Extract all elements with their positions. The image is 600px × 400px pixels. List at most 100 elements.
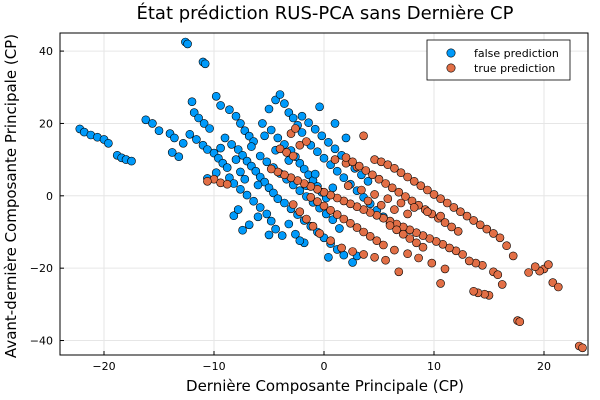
data-point [275,144,285,154]
data-point [335,224,344,233]
data-point [291,229,300,239]
data-point [401,192,410,201]
data-point [475,220,485,230]
data-point [255,203,265,212]
data-points [75,37,587,353]
data-point [330,144,340,154]
data-point [167,148,177,157]
data-point [398,229,408,239]
data-point [231,155,241,164]
data-point [495,233,505,243]
data-point [456,207,465,216]
data-point [394,267,404,277]
data-point [370,190,379,199]
y-axis-title: Avant-dernière Composante Principale (CP… [2,34,20,358]
legend-label-true-prediction: true prediction [474,62,555,75]
data-point [385,221,395,230]
data-point [392,225,401,235]
data-point [174,152,184,161]
data-point [544,260,553,269]
data-point [313,147,322,156]
data-point [462,211,472,221]
data-point [275,90,285,99]
data-point [414,253,423,263]
data-point [258,119,267,128]
data-point [352,223,362,232]
data-point [357,185,366,195]
data-point [295,186,305,195]
data-point [379,240,388,250]
data-point [332,210,342,219]
data-point [236,167,245,177]
data-point [427,258,437,268]
data-point [436,194,445,203]
data-point [236,119,245,128]
data-point [394,187,404,197]
y-tick-label: −40 [30,335,53,348]
data-point [253,180,263,190]
x-tick-label: 20 [537,360,551,373]
data-point [359,227,368,237]
legend-marker-true-prediction [446,63,456,73]
data-point [227,140,236,149]
data-point [324,252,333,262]
data-point [302,214,311,224]
data-point [127,156,136,166]
data-point [266,164,276,174]
data-point [148,119,157,128]
data-point [260,131,269,141]
data-point [273,133,283,143]
data-point [183,39,192,49]
data-point [348,247,357,256]
data-point [374,174,384,184]
data-point [295,207,305,216]
data-point [359,131,368,141]
series-false-prediction [75,37,395,267]
data-point [429,190,439,199]
data-point [453,227,463,236]
data-point [187,97,197,106]
data-point [383,194,393,203]
data-point [154,126,164,135]
data-point [447,222,456,232]
data-point [376,200,386,210]
data-point [222,179,232,189]
data-point [442,198,452,208]
data-point [178,139,188,148]
legend-label-false-prediction: false prediction [474,47,559,60]
data-point [328,183,338,193]
data-point [337,243,346,253]
data-point [200,59,210,69]
data-point [297,128,307,137]
data-point [332,166,342,176]
legend: false prediction true prediction [426,39,571,81]
data-point [390,245,399,255]
data-point [330,155,340,164]
data-point [282,148,291,157]
data-point [390,164,399,173]
data-point [502,241,511,250]
data-point [578,343,587,353]
data-point [412,238,421,248]
data-point [493,270,503,280]
data-point [288,113,298,123]
data-point [390,205,399,214]
data-point [330,119,340,128]
data-point [284,219,294,229]
data-point [240,174,250,184]
data-point [310,124,320,134]
data-point [403,172,412,182]
data-point [233,145,243,154]
data-point [313,197,322,206]
data-point [266,125,276,135]
data-point [225,105,234,114]
data-point [238,225,247,235]
data-point [346,219,355,228]
data-point [363,177,373,186]
data-point [216,143,225,153]
data-point [524,268,533,277]
data-point [264,104,274,114]
data-point [249,196,258,206]
data-point [104,139,113,148]
